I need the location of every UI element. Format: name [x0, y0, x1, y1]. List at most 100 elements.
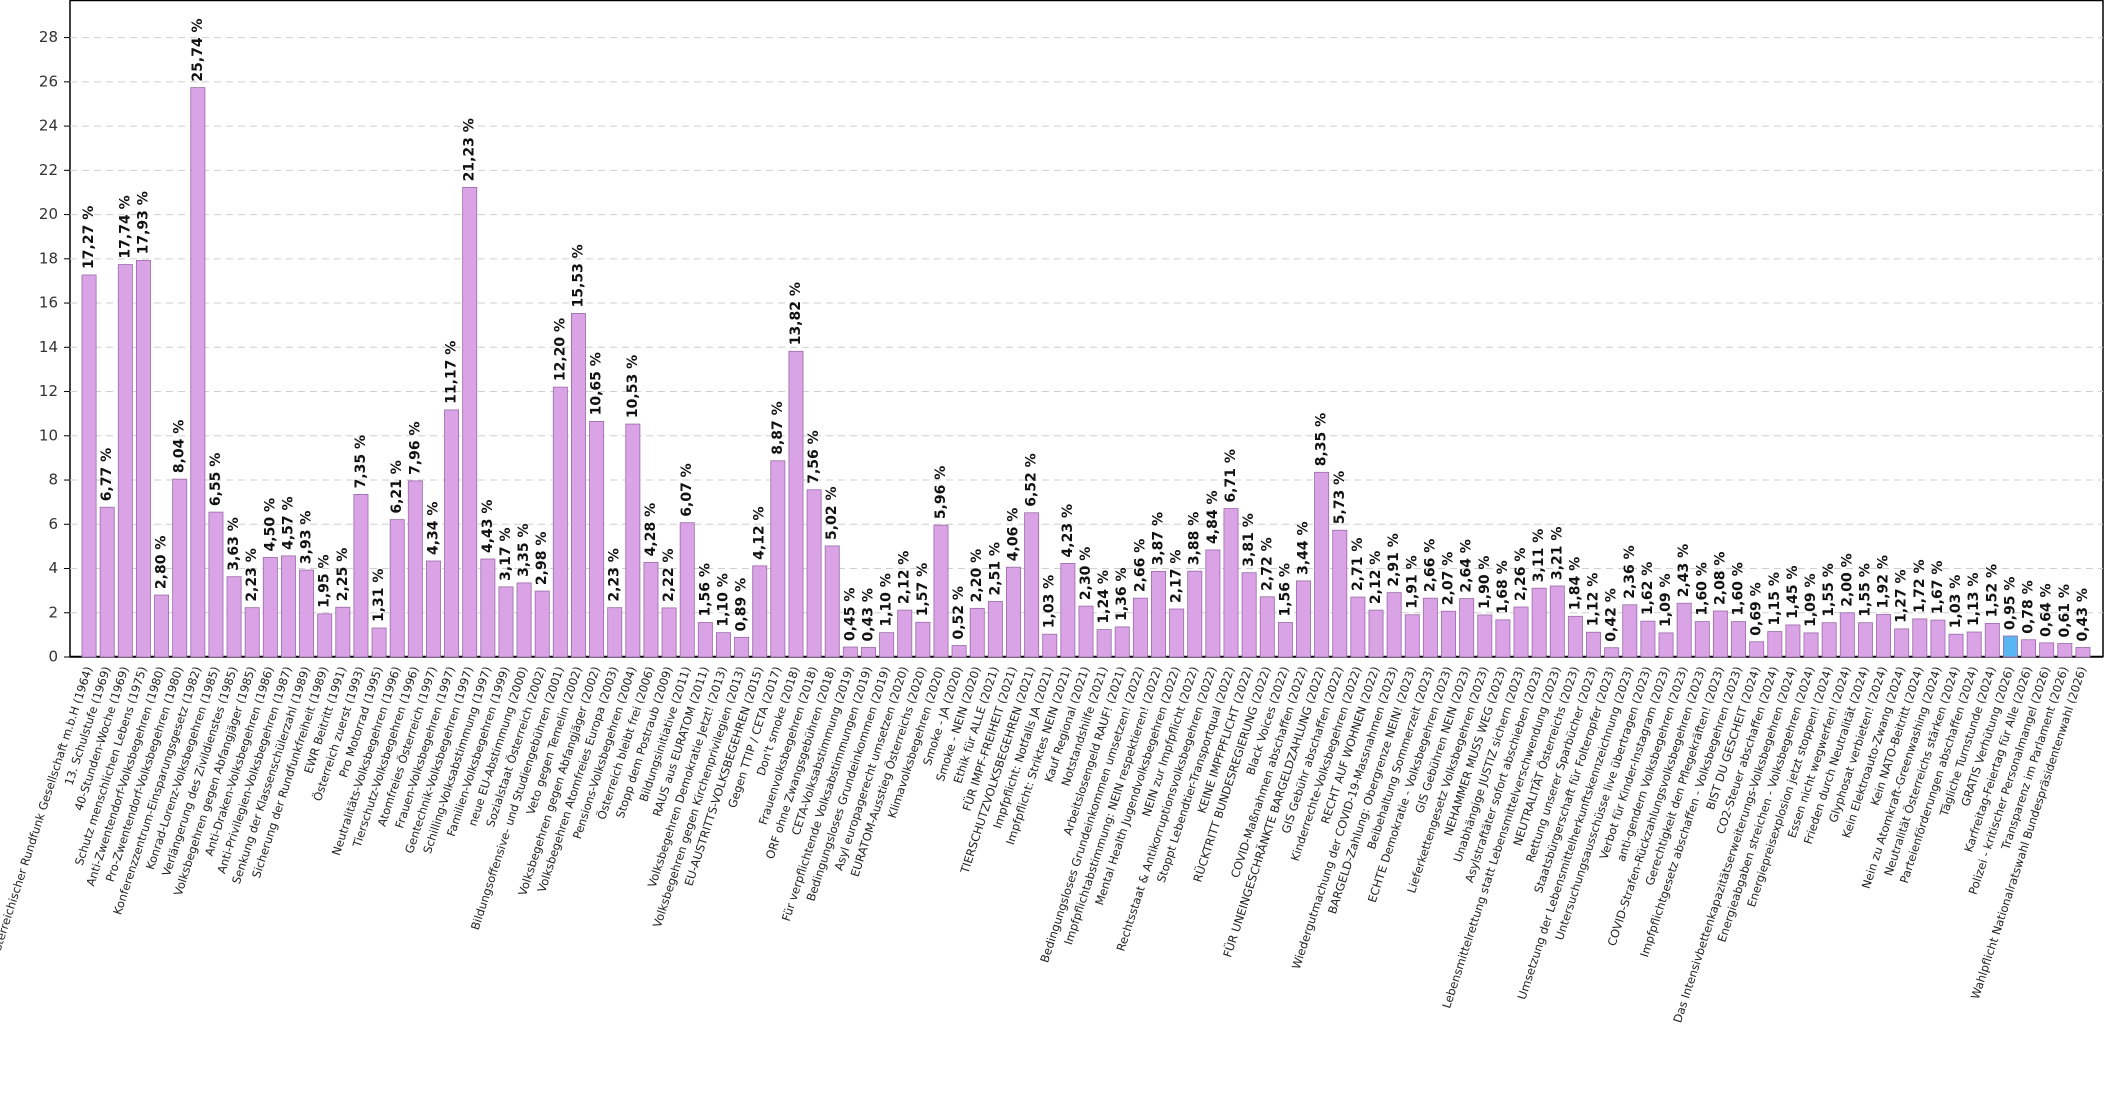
value-label: 3,93 %: [299, 511, 315, 564]
bar: [643, 561, 659, 658]
value-label: 17,74 %: [117, 195, 133, 258]
value-label: 8,87 %: [770, 401, 786, 454]
bar: [444, 409, 460, 658]
bar: [99, 506, 115, 658]
bar: [1495, 619, 1511, 658]
value-label: 7,56 %: [806, 430, 822, 483]
y-tick-label: 12: [39, 382, 58, 400]
value-label: 1,12 %: [1586, 573, 1602, 626]
bar: [1803, 632, 1819, 658]
value-label: 10,53 %: [625, 355, 641, 418]
value-label: 0,43 %: [2075, 588, 2091, 641]
bar: [299, 569, 315, 658]
value-label: 0,64 %: [2039, 583, 2055, 636]
value-label: 4,28 %: [643, 503, 659, 556]
bar: [806, 489, 822, 658]
value-label: 21,23 %: [462, 118, 478, 181]
bar: [1731, 621, 1747, 658]
bar: [1604, 647, 1620, 658]
value-label: 3,17 %: [498, 527, 514, 580]
bar: [1586, 631, 1602, 658]
bar: [1912, 618, 1928, 658]
y-tick-label: 8: [48, 471, 58, 489]
value-label: 1,60 %: [1731, 562, 1747, 615]
value-label: 2,80 %: [154, 536, 170, 589]
value-label: 4,06 %: [1005, 508, 1021, 561]
value-label: 2,51 %: [987, 542, 1003, 595]
value-label: 1,67 %: [1930, 561, 1946, 614]
value-label: 3,35 %: [516, 523, 532, 576]
bar: [1132, 597, 1148, 658]
value-label: 15,53 %: [570, 244, 586, 307]
bar: [1151, 570, 1166, 658]
bar: [407, 480, 423, 658]
value-label: 1,56 %: [697, 563, 713, 616]
y-tick-label: 20: [39, 205, 58, 223]
value-label: 4,84 %: [1205, 490, 1221, 543]
bar: [1821, 622, 1837, 658]
bar: [716, 632, 731, 658]
bar: [1477, 614, 1493, 658]
value-label: 2,23 %: [244, 548, 260, 601]
bar: [752, 565, 768, 658]
value-label: 2,66 %: [1422, 539, 1438, 592]
value-label: 4,50 %: [262, 498, 278, 551]
bar: [1876, 614, 1892, 658]
value-label: 10,65 %: [589, 352, 605, 415]
value-label: 17,93 %: [135, 191, 151, 254]
bar: [770, 460, 786, 658]
value-label: 2,66 %: [1132, 539, 1148, 592]
value-label: 1,27 %: [1894, 569, 1910, 622]
value-label: 3,44 %: [1296, 521, 1312, 574]
bar: [1096, 629, 1112, 658]
bar: [570, 313, 586, 658]
bar: [1767, 631, 1783, 658]
value-label: 3,21 %: [1549, 527, 1565, 580]
bar: [1241, 572, 1257, 658]
value-label: 1,90 %: [1477, 556, 1493, 609]
bar: [1894, 628, 1910, 658]
bar: [1060, 563, 1076, 658]
value-label: 1,15 %: [1767, 572, 1783, 625]
bar: [371, 627, 387, 658]
value-label: 25,74 %: [190, 18, 206, 81]
value-label: 6,55 %: [208, 453, 224, 506]
value-label: 0,52 %: [951, 586, 967, 639]
y-tick-label: 10: [39, 426, 58, 444]
value-label: 3,63 %: [226, 517, 242, 570]
value-label: 1,36 %: [1114, 567, 1130, 620]
value-label: 5,73 %: [1332, 471, 1348, 524]
value-label: 3,81 %: [1241, 513, 1257, 566]
value-label: 1,55 %: [1857, 563, 1873, 616]
bar: [335, 606, 351, 658]
bar: [589, 421, 605, 658]
value-label: 4,34 %: [425, 502, 441, 555]
bar: [1078, 605, 1094, 658]
value-label: 6,21 %: [389, 460, 405, 513]
bar: [1205, 549, 1221, 658]
bar: [208, 511, 224, 658]
value-label: 1,52 %: [1984, 564, 2000, 617]
bar: [1513, 606, 1529, 658]
bar: [842, 646, 858, 658]
y-tick-label: 24: [39, 117, 58, 135]
y-tick-label: 16: [39, 294, 58, 312]
value-label: 1,09 %: [1658, 573, 1674, 626]
bar: [1785, 624, 1801, 658]
bar: [135, 259, 151, 658]
value-label: 1,55 %: [1821, 563, 1837, 616]
value-label: 2,07 %: [1441, 552, 1457, 605]
value-label: 1,31 %: [371, 569, 387, 622]
value-label: 2,25 %: [335, 548, 351, 601]
y-tick-label: 2: [48, 603, 58, 621]
value-label: 2,43 %: [1676, 544, 1692, 597]
bar: [353, 494, 369, 658]
value-label: 0,61 %: [2057, 584, 2073, 637]
value-label: 8,35 %: [1314, 413, 1330, 466]
value-label: 1,57 %: [915, 563, 931, 616]
bar: [679, 522, 695, 658]
bar: [1694, 621, 1710, 658]
value-label: 4,23 %: [1060, 504, 1076, 557]
bar: [1296, 580, 1311, 658]
bar: [280, 555, 296, 658]
